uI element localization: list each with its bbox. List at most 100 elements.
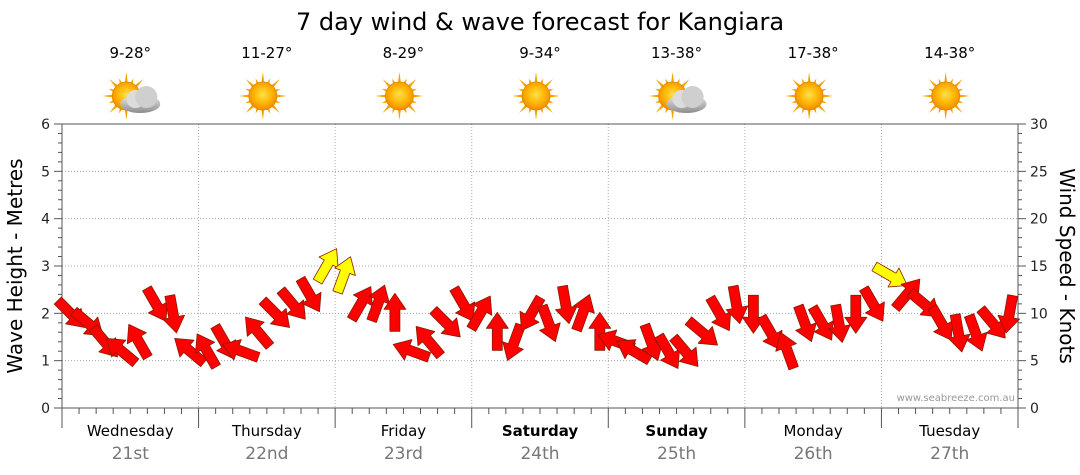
wind-arrow-shape xyxy=(964,313,988,352)
sun-ray xyxy=(928,79,938,88)
temperature-range: 14-38° xyxy=(924,44,975,62)
sun-disc xyxy=(794,81,824,111)
wind-arrow xyxy=(245,316,275,350)
y2-tick-label: 15 xyxy=(1030,259,1048,275)
sun-ray xyxy=(944,108,948,120)
wind-arrow-shape xyxy=(502,322,526,361)
day-name: Tuesday xyxy=(918,422,980,440)
wind-arrow-shape xyxy=(449,285,476,322)
wind-arrow xyxy=(725,284,749,324)
cloud xyxy=(120,86,161,113)
wind-arrow-shape xyxy=(392,339,432,363)
sun-rays xyxy=(921,72,970,120)
wind-arrow xyxy=(859,285,885,322)
sun-ray xyxy=(921,94,933,98)
day-labels: Wednesday 21st Thursday 22nd Friday 23rd Satur… xyxy=(87,422,980,464)
wind-arrow xyxy=(366,284,390,323)
wind-arrow xyxy=(964,313,988,352)
y2-tick-label: 10 xyxy=(1030,306,1048,322)
sun-ray xyxy=(407,104,417,113)
wind-arrow xyxy=(449,285,476,322)
sun-disc xyxy=(931,81,961,111)
wind-arrow xyxy=(807,304,834,341)
y2-tick-label: 0 xyxy=(1030,401,1039,417)
sun-ray xyxy=(785,94,797,98)
sun-ray xyxy=(109,104,119,113)
wind-arrow xyxy=(142,285,168,322)
wind-arrow xyxy=(502,322,526,361)
wind-arrow xyxy=(537,303,561,342)
temperature-range: 8-29° xyxy=(383,44,425,62)
sun-ray xyxy=(261,108,265,120)
y-tick-label: 5 xyxy=(41,164,50,180)
day-weather: 17-38° xyxy=(785,44,839,120)
wind-arrow-shape xyxy=(669,333,699,367)
wind-arrow xyxy=(793,303,817,342)
sun-ray xyxy=(245,79,255,88)
sun-ray xyxy=(275,94,287,98)
wind-arrow-shape xyxy=(927,304,954,341)
sun-ray xyxy=(382,79,392,88)
wind-arrow-shape xyxy=(807,304,834,341)
y2-tick-label: 20 xyxy=(1030,212,1048,228)
partly-cloudy-icon xyxy=(102,72,161,120)
sun-disc xyxy=(248,81,278,111)
y-tick-label: 4 xyxy=(41,212,50,228)
wind-arrow xyxy=(485,311,509,351)
sun-ray xyxy=(817,104,827,113)
wind-arrow xyxy=(392,339,432,363)
wind-arrow-shape xyxy=(222,339,261,363)
wind-arrow xyxy=(383,292,407,332)
sun-ray xyxy=(375,94,387,98)
day-date: 24th xyxy=(520,444,559,464)
wind-arrow-shape xyxy=(976,305,1006,339)
sun-ray xyxy=(407,79,417,88)
wind-arrow xyxy=(571,294,595,333)
wind-arrow-shape xyxy=(588,311,612,351)
sun-icon xyxy=(375,72,424,120)
credit-text: www.seabreeze.com.au xyxy=(897,393,1015,404)
wind-arrow xyxy=(258,296,290,328)
wind-arrow xyxy=(684,316,718,346)
wind-arrow xyxy=(276,286,306,320)
cloud-puff xyxy=(681,86,704,108)
wind-arrow xyxy=(844,294,868,334)
sun-icon xyxy=(785,72,834,120)
sun-ray xyxy=(928,104,938,113)
sun-ray xyxy=(270,79,280,88)
sun-ray xyxy=(792,104,802,113)
temperature-range: 13-38° xyxy=(651,44,702,62)
wind-arrow xyxy=(705,294,732,332)
wind-arrow xyxy=(654,332,680,369)
day-date: 27th xyxy=(930,444,969,464)
wind-arrow-shape xyxy=(705,294,732,332)
wind-arrow xyxy=(429,306,461,338)
wind-arrow xyxy=(126,323,153,361)
y2-tick-label: 5 xyxy=(1030,354,1039,370)
y-tick-label: 2 xyxy=(41,306,50,322)
sun-ray xyxy=(270,104,280,113)
wind-arrow xyxy=(222,339,261,363)
sun-ray xyxy=(238,94,250,98)
wind-arrow xyxy=(756,313,783,351)
cloud xyxy=(666,86,707,113)
wind-arrow xyxy=(947,313,971,353)
sun-icon xyxy=(238,72,287,120)
wind-arrow-shape xyxy=(258,296,290,328)
wind-arrow-shape xyxy=(466,295,493,332)
wind-arrow-shape xyxy=(828,303,851,343)
wind-arrow-shape xyxy=(859,285,885,322)
sun-ray xyxy=(534,108,538,120)
left-axis-title: Wave Height - Metres xyxy=(3,158,27,373)
sun-ray xyxy=(953,104,963,113)
wind-arrow-shape xyxy=(245,316,275,350)
day-name: Sunday xyxy=(645,422,708,440)
sun-disc xyxy=(521,81,551,111)
wind-arrow-shape xyxy=(654,332,680,369)
sun-ray xyxy=(519,79,528,88)
wind-arrow-shape xyxy=(276,286,306,320)
sun-ray xyxy=(109,79,119,88)
sun-ray xyxy=(655,104,665,113)
wind-arrow-shape xyxy=(383,292,407,332)
